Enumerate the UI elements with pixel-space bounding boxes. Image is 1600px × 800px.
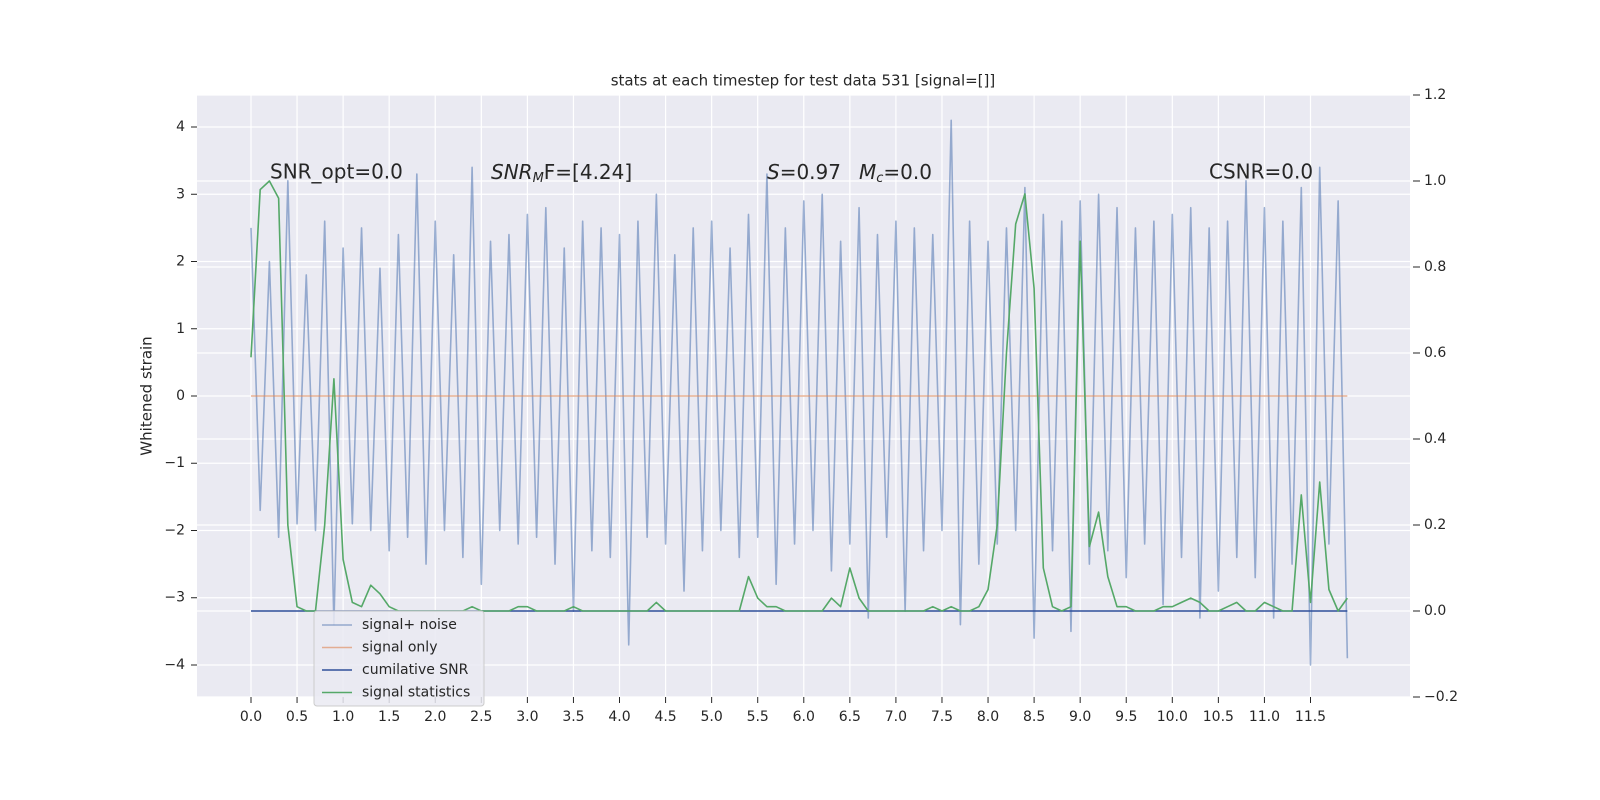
x-tick-label: 4.5 [654,709,676,725]
y2-tick-label: −0.2 [1424,689,1458,705]
x-tick-label: 7.5 [931,709,953,725]
x-tick-label: 5.0 [701,709,723,725]
legend-label: signal+ noise [362,617,457,633]
y-tick-label: 0 [176,388,185,404]
x-tick-label: 9.0 [1069,709,1091,725]
x-tick-label: 8.0 [977,709,999,725]
chart-title: stats at each timestep for test data 531… [611,72,996,90]
y-tick-label: 4 [176,119,185,135]
legend-label: signal statistics [362,685,470,701]
x-tick-label: 1.5 [378,709,400,725]
x-tick-label: 3.0 [516,709,538,725]
lines [250,119,1349,666]
y-tick-label: −2 [164,522,185,538]
annotation: SNRMF=[4.24] [491,160,632,186]
axes: 0.0 0.5 1.0 1.5 2.0 2.5 3.0 3.5 4.0 4.5 5.0 5.5 6.0 6… [164,87,1458,725]
y-tick-label: 3 [176,186,185,202]
x-tick-label: 8.5 [1023,709,1045,725]
x-tick-label: 2.5 [470,709,492,725]
x-tick-label: 11.5 [1295,709,1326,725]
y-tick-label: 1 [176,321,185,337]
y-tick-label: −1 [164,455,185,471]
x-tick-label: 10.5 [1203,709,1234,725]
x-tick-label: 5.5 [747,709,769,725]
series-line [250,119,1349,666]
legend-label: signal only [362,640,437,656]
legend-label: cumilative SNR [362,662,469,678]
annotation-part: F=[4.24] [544,160,632,184]
y2-tick-label: 0.2 [1424,517,1446,533]
x-tick-label: 9.5 [1115,709,1137,725]
x-tick-label: 7.0 [885,709,907,725]
x-tick-label: 6.5 [839,709,861,725]
annotation-part: S [767,160,780,184]
y-axis-label: Whitened strain [138,336,156,455]
x-tick-label: 2.0 [424,709,446,725]
x-tick-label: 0.0 [240,709,262,725]
y2-tick-label: 1.2 [1424,87,1446,103]
y2-tick-label: 0.4 [1424,431,1446,447]
y2-tick-label: 1.0 [1424,173,1446,189]
annotation: Mc=0.0 [859,160,932,186]
y-tick-label: −3 [164,590,185,606]
annotation-part: =0.0 [883,160,932,184]
x-tick-label: 11.0 [1249,709,1280,725]
x-tick-label: 6.0 [793,709,815,725]
y2-tick-label: 0.6 [1424,345,1446,361]
annotation-part: c [876,171,883,186]
annotation: SNR_opt=0.0 [270,160,403,184]
x-tick-label: 1.0 [332,709,354,725]
annotation-part: M [859,160,876,184]
x-tick-label: 0.5 [286,709,308,725]
x-tick-label: 10.0 [1157,709,1188,725]
y-tick-label: −4 [164,657,185,673]
annotation-part: M [533,171,544,186]
annotation-part: SNR [491,160,533,184]
annotation: CSNR=0.0 [1209,160,1313,184]
annotation: S=0.97 [767,160,841,184]
legend-box [313,610,485,707]
y2-tick-label: 0.0 [1424,603,1446,619]
legend: signal+ noise signal only cumilative SNR si… [313,610,485,707]
y2-tick-label: 0.8 [1424,259,1446,275]
x-tick-label: 3.5 [562,709,584,725]
annotation-part: =0.97 [780,160,841,184]
y-tick-label: 2 [176,254,185,270]
x-tick-label: 4.0 [608,709,630,725]
